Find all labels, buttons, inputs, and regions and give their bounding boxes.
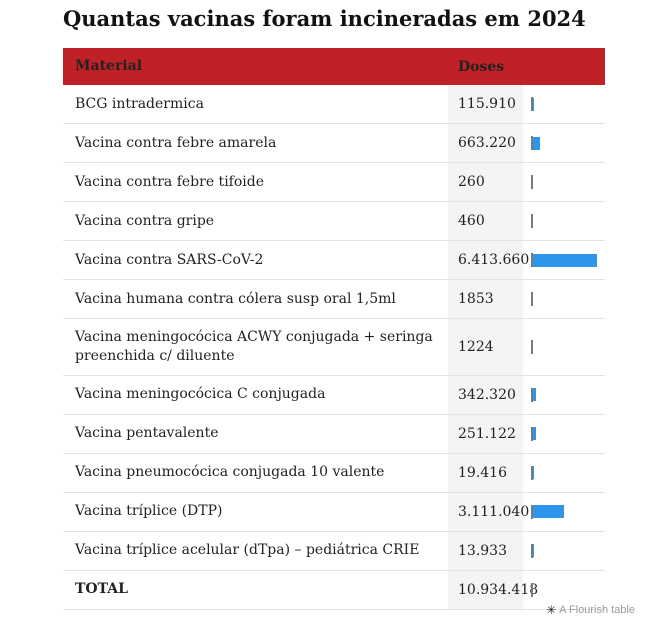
bar-baseline-tick (531, 504, 533, 519)
doses-cell: 115.910 (448, 85, 523, 123)
material-cell: Vacina contra febre tifoide (75, 173, 264, 190)
page-title: Quantas vacinas foram incineradas em 202… (63, 6, 586, 31)
flourish-attribution-label: A Flourish table (559, 604, 635, 616)
bar-cell (523, 163, 605, 201)
column-header-material: Material (75, 58, 143, 75)
material-cell: Vacina pneumocócica conjugada 10 valente (75, 464, 385, 481)
bar-cell (523, 376, 605, 414)
value-bar (533, 427, 536, 441)
bar-cell (523, 493, 605, 531)
table-row: Vacina meningocócica ACWY conjugada + se… (63, 319, 605, 376)
bar-cell (523, 571, 605, 609)
bar-cell (523, 124, 605, 162)
bar-baseline-tick (531, 465, 533, 480)
material-cell: TOTAL (75, 581, 128, 598)
material-cell: Vacina tríplice (DTP) (75, 503, 223, 520)
bar-cell (523, 415, 605, 453)
table-row-total: TOTAL 10.934.418 (63, 570, 605, 610)
bar-cell (523, 454, 605, 492)
doses-cell: 460 (448, 202, 523, 240)
table-row: Vacina tríplice acelular (dTpa) – pediát… (63, 531, 605, 571)
table-row: Vacina contra febre amarela 663.220 (63, 124, 605, 163)
column-header-doses: Doses (458, 58, 505, 75)
material-cell: Vacina pentavalente (75, 425, 219, 442)
value-bar (533, 136, 540, 150)
table-row: Vacina humana contra cólera susp oral 1,… (63, 280, 605, 319)
bar-baseline-tick (531, 582, 533, 597)
doses-cell: 3.111.040 (448, 492, 529, 531)
material-cell: Vacina meningocócica ACWY conjugada + se… (75, 329, 433, 364)
table-row: Vacina pneumocócica conjugada 10 valente… (63, 453, 605, 493)
material-cell: Vacina humana contra cólera susp oral 1,… (75, 290, 396, 307)
doses-cell: 19.416 (448, 453, 523, 492)
value-bar (533, 388, 537, 402)
table-row: Vacina contra febre tifoide 260 (63, 163, 605, 202)
table-row: Vacina meningocócica C conjugada 342.320 (63, 375, 605, 415)
doses-cell: 6.413.660 (448, 241, 529, 279)
bar-baseline-tick (531, 97, 533, 111)
table-row: Vacina tríplice (DTP) 3.111.040 (63, 492, 605, 532)
bar-cell (523, 319, 605, 375)
bar-baseline-tick (531, 339, 533, 354)
doses-cell: 1224 (448, 319, 523, 375)
bar-baseline-tick (531, 136, 533, 150)
flourish-attribution-link[interactable]: ✳ A Flourish table (546, 604, 635, 616)
doses-cell: 342.320 (448, 375, 523, 414)
bar-cell (523, 280, 605, 318)
table-body: BCG intradermica 115.910 Vacina contra feb… (63, 85, 605, 610)
doses-cell: 1853 (448, 280, 523, 318)
bar-cell (523, 532, 605, 570)
bar-baseline-tick (531, 175, 533, 189)
bar-baseline-tick (531, 214, 533, 228)
table-row: Vacina pentavalente 251.122 (63, 414, 605, 454)
bar-cell (523, 241, 605, 279)
doses-cell: 663.220 (448, 124, 523, 162)
bar-cell (523, 85, 605, 123)
material-cell: Vacina contra febre amarela (75, 134, 277, 151)
doses-cell: 260 (448, 163, 523, 201)
material-cell: Vacina meningocócica C conjugada (75, 386, 326, 403)
value-bar (533, 253, 597, 267)
table-row: BCG intradermica 115.910 (63, 85, 605, 124)
doses-cell: 251.122 (448, 414, 523, 453)
table-header-row: Material Doses (63, 48, 605, 85)
doses-cell: 10.934.418 (448, 570, 538, 609)
table-row: Vacina contra SARS-CoV-2 6.413.660 (63, 241, 605, 280)
value-bar (533, 97, 535, 111)
value-bar (533, 505, 564, 519)
column-header-bar (523, 48, 605, 85)
doses-cell: 13.933 (448, 531, 523, 570)
material-cell: Vacina contra SARS-CoV-2 (75, 251, 264, 268)
bar-baseline-tick (531, 543, 533, 558)
material-cell: Vacina contra gripe (75, 212, 215, 229)
flourish-asterisk-icon: ✳ (546, 603, 557, 617)
material-cell: Vacina tríplice acelular (dTpa) – pediát… (75, 542, 420, 559)
bar-baseline-tick (531, 292, 533, 306)
bar-baseline-tick (531, 253, 533, 267)
material-cell: BCG intradermica (75, 95, 204, 112)
bar-cell (523, 202, 605, 240)
bar-baseline-tick (531, 387, 533, 402)
bar-baseline-tick (531, 426, 533, 441)
vaccines-table: Material Doses BCG intradermica 115.910 Va… (63, 48, 605, 610)
table-row: Vacina contra gripe 460 (63, 202, 605, 241)
